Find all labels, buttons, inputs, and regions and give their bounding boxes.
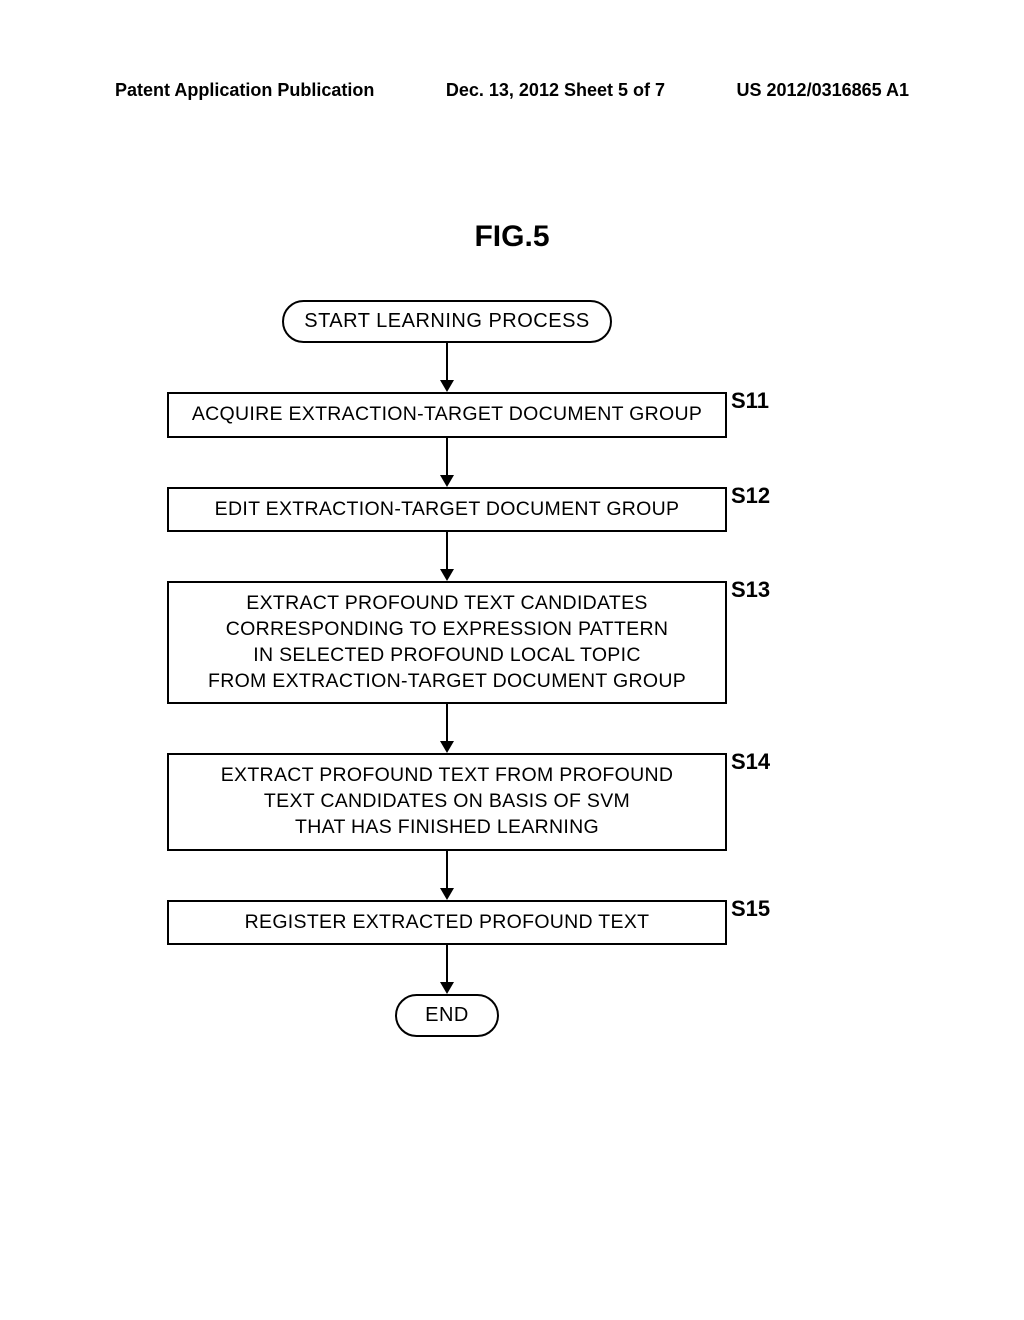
step-label: S12 bbox=[731, 483, 777, 509]
flow-step: REGISTER EXTRACTED PROFOUND TEXTS15 bbox=[0, 900, 944, 946]
flow-step: EDIT EXTRACTION-TARGET DOCUMENT GROUPS12 bbox=[0, 487, 944, 533]
header-left: Patent Application Publication bbox=[115, 80, 374, 101]
arrow-down-icon bbox=[440, 343, 454, 392]
arrow-down-icon bbox=[440, 438, 454, 487]
step-label: S15 bbox=[731, 896, 777, 922]
process-box: EXTRACT PROFOUND TEXT FROM PROFOUNDTEXT … bbox=[167, 753, 727, 850]
page-header: Patent Application Publication Dec. 13, … bbox=[0, 80, 1024, 101]
flow-step: EXTRACT PROFOUND TEXT FROM PROFOUNDTEXT … bbox=[0, 753, 944, 850]
flow-step: ACQUIRE EXTRACTION-TARGET DOCUMENT GROUP… bbox=[0, 392, 944, 438]
process-box: REGISTER EXTRACTED PROFOUND TEXT bbox=[167, 900, 727, 946]
flow-step: EXTRACT PROFOUND TEXT CANDIDATESCORRESPO… bbox=[0, 581, 944, 704]
process-box: ACQUIRE EXTRACTION-TARGET DOCUMENT GROUP bbox=[167, 392, 727, 438]
header-center: Dec. 13, 2012 Sheet 5 of 7 bbox=[446, 80, 665, 101]
step-label: S13 bbox=[731, 577, 777, 603]
arrow-down-icon bbox=[440, 704, 454, 753]
arrow-down-icon bbox=[440, 532, 454, 581]
step-label: S11 bbox=[731, 388, 777, 414]
flowchart: START LEARNING PROCESS ACQUIRE EXTRACTION… bbox=[0, 300, 944, 1037]
process-box: EDIT EXTRACTION-TARGET DOCUMENT GROUP bbox=[167, 487, 727, 533]
terminator-end: END bbox=[395, 994, 499, 1037]
terminator-start: START LEARNING PROCESS bbox=[282, 300, 612, 343]
step-label: S14 bbox=[731, 749, 777, 775]
process-box: EXTRACT PROFOUND TEXT CANDIDATESCORRESPO… bbox=[167, 581, 727, 704]
header-right: US 2012/0316865 A1 bbox=[737, 80, 909, 101]
figure-title: FIG.5 bbox=[0, 220, 1024, 254]
arrow-down-icon bbox=[440, 945, 454, 994]
arrow-down-icon bbox=[440, 851, 454, 900]
